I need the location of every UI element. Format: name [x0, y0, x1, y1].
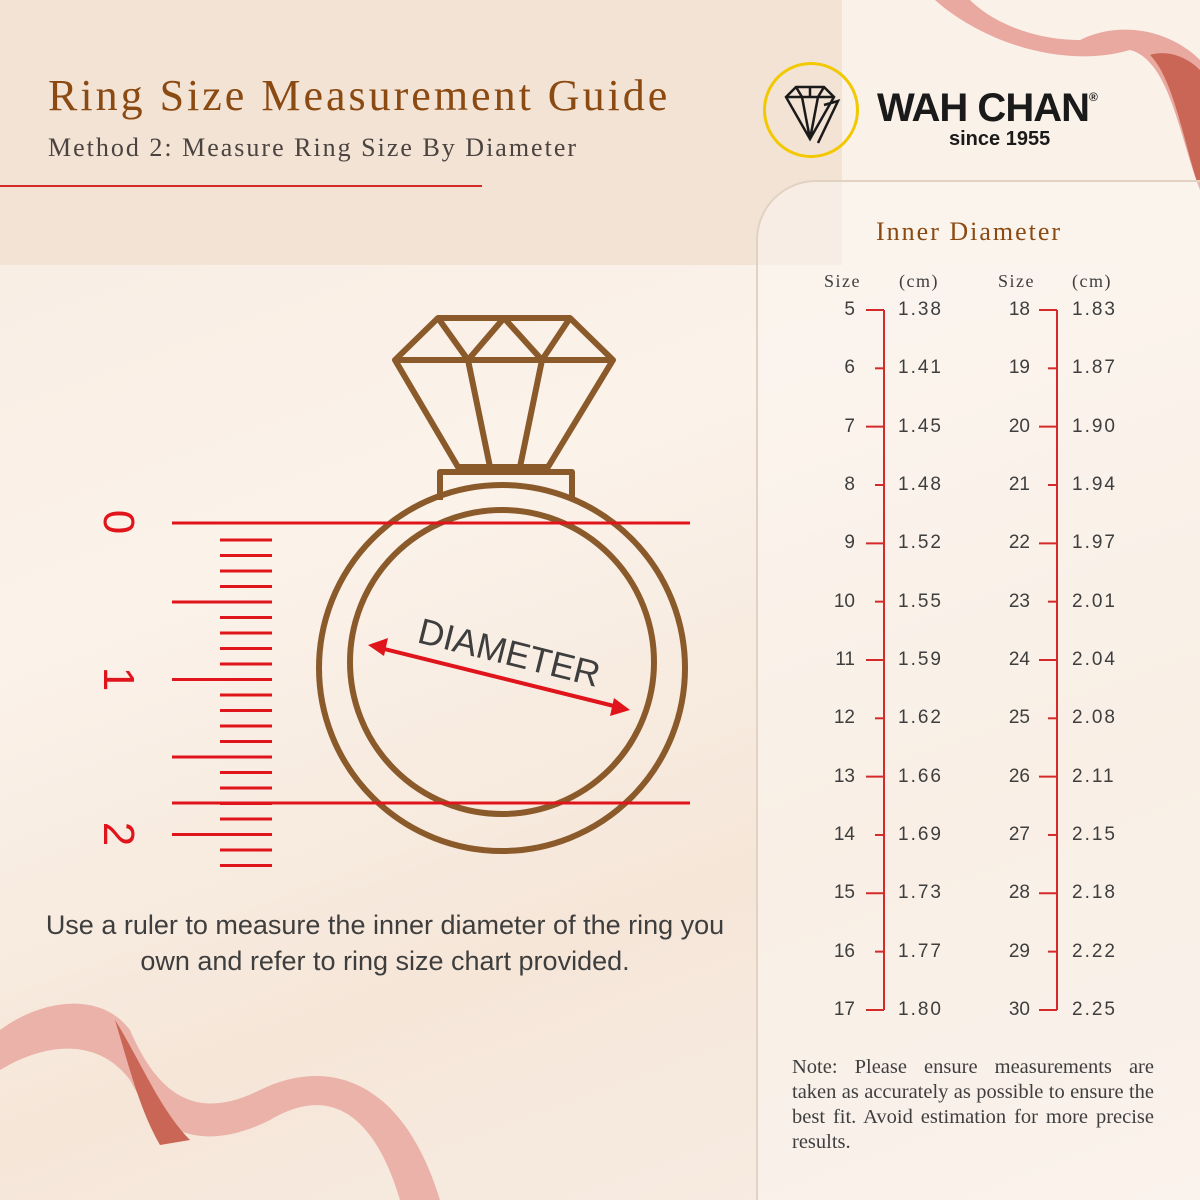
ribbon-bottom — [0, 1003, 440, 1200]
diamond-icon — [784, 85, 841, 144]
ring-size: 13 — [833, 765, 855, 787]
ring-size: 26 — [1008, 765, 1030, 787]
size-chart-panel — [756, 180, 1200, 1200]
ring-size: 25 — [1008, 707, 1030, 729]
page-title: Ring Size Measurement Guide — [48, 71, 671, 120]
registered-mark: ® — [1088, 90, 1098, 104]
inner-diameter-value: 2.18 — [1072, 882, 1117, 904]
inner-diameter-value: 1.83 — [1072, 299, 1117, 320]
inner-diameter-value: 1.87 — [1072, 357, 1117, 379]
unit-header: (cm) — [1072, 271, 1112, 291]
ring-size: 15 — [833, 882, 855, 904]
page-subtitle: Method 2: Measure Ring Size By Diameter — [48, 133, 579, 162]
ring-size: 19 — [1008, 357, 1030, 379]
inner-diameter-value: 1.59 — [898, 648, 943, 670]
size-header: Size — [824, 271, 861, 291]
brand-name: WAH CHAN® — [877, 86, 1098, 131]
ring-size: 22 — [1008, 532, 1030, 554]
ring-size: 14 — [833, 823, 855, 845]
note-text: Note: Please ensure measurements are tak… — [792, 1056, 1154, 1153]
inner-diameter-value: 1.41 — [898, 357, 943, 379]
inner-diameter-value: 1.97 — [1072, 532, 1117, 554]
ring-size: 12 — [833, 707, 855, 729]
ring-size: 27 — [1008, 823, 1030, 845]
ring-size: 11 — [835, 648, 855, 670]
inner-diameter-value: 1.66 — [898, 765, 943, 787]
inner-diameter-value: 2.15 — [1072, 823, 1117, 845]
ring-size: 24 — [1008, 648, 1030, 670]
title-divider — [0, 185, 482, 187]
ring-size: 7 — [844, 415, 855, 437]
inner-diameter-value: 1.62 — [898, 707, 943, 729]
brand-name-text: WAH CHAN — [877, 86, 1090, 130]
header-band — [0, 0, 842, 265]
inner-diameter-value: 2.25 — [1072, 998, 1117, 1020]
ring-size: 30 — [1008, 998, 1030, 1020]
ring-size: 6 — [844, 357, 855, 379]
inner-diameter-value: 1.94 — [1072, 473, 1117, 495]
instruction-text: Use a ruler to measure the inner diamete… — [45, 910, 725, 976]
ring-outer — [316, 482, 688, 854]
ring-size: 16 — [833, 940, 855, 962]
inner-diameter-value: 1.80 — [898, 998, 943, 1020]
size-header: Size — [998, 271, 1035, 291]
unit-header: (cm) — [899, 271, 939, 291]
ribbon-bottom-fold — [115, 1020, 190, 1145]
ring-size: 10 — [833, 590, 855, 612]
ring-size: 28 — [1008, 882, 1030, 904]
inner-diameter-value: 2.01 — [1072, 590, 1117, 612]
ring-size: 9 — [844, 532, 855, 554]
inner-diameter-value: 1.55 — [898, 590, 943, 612]
ring-size: 18 — [1008, 299, 1030, 320]
inner-diameter-value: 1.69 — [898, 823, 943, 845]
ring-size: 23 — [1008, 590, 1030, 612]
ring-drawing — [316, 315, 688, 854]
inner-diameter-value: 1.52 — [898, 532, 943, 554]
inner-diameter-value: 2.08 — [1072, 707, 1117, 729]
inner-diameter-value: 1.45 — [898, 415, 943, 437]
inner-diameter-value: 1.48 — [898, 473, 943, 495]
diameter-arrow — [368, 638, 630, 716]
ring-setting — [437, 469, 575, 500]
brand-since: since 1955 — [949, 128, 1051, 150]
chart-title: Inner Diameter — [876, 217, 1063, 246]
inner-diameter-value: 1.77 — [898, 940, 943, 962]
inner-diameter-value: 2.22 — [1072, 940, 1117, 962]
brand-logo — [763, 62, 859, 158]
inner-diameter-value: 1.90 — [1072, 415, 1117, 437]
ribbon-top — [935, 0, 1200, 190]
inner-diameter-value: 2.11 — [1072, 765, 1116, 787]
inner-diameter-value: 2.04 — [1072, 648, 1117, 670]
ring-size: 8 — [844, 473, 855, 495]
inner-diameter-value: 1.73 — [898, 882, 943, 904]
gem-facets — [395, 315, 613, 468]
ring-size: 17 — [833, 998, 855, 1020]
ring-size: 21 — [1008, 473, 1030, 495]
ruler — [172, 521, 690, 867]
inner-diameter-value: 1.38 — [898, 299, 943, 320]
ring-inner — [347, 507, 657, 817]
ribbon-top-fold — [1150, 53, 1200, 190]
ring-size: 5 — [844, 299, 855, 320]
ring-size: 20 — [1008, 415, 1030, 437]
ring-size: 29 — [1008, 940, 1030, 962]
